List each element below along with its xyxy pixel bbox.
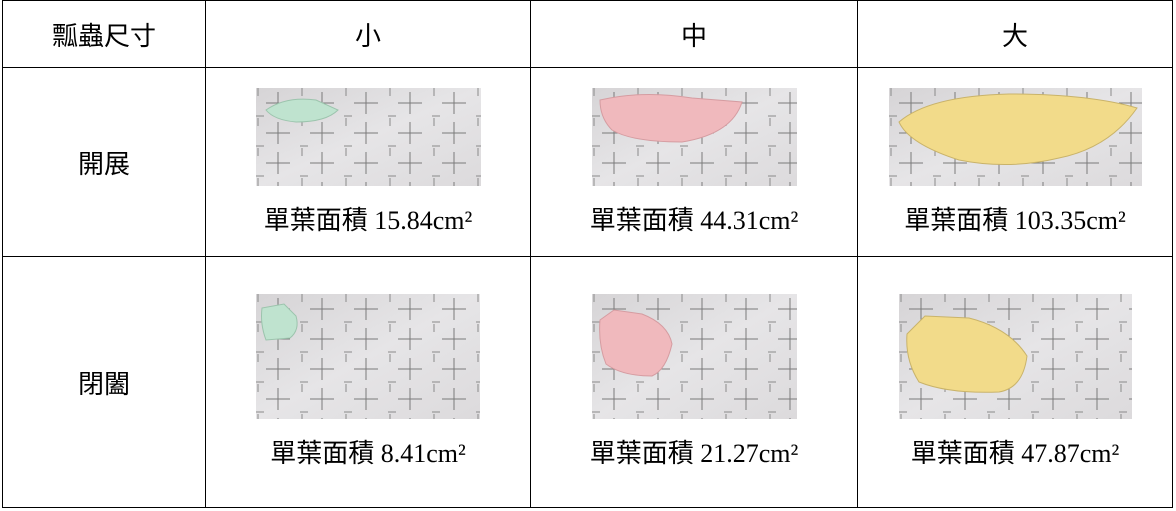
- leaf-photo: [898, 294, 1132, 419]
- caption: 單葉面積 15.84cm²: [263, 205, 473, 235]
- leaf-photo: [591, 87, 797, 186]
- leaf-photo: [591, 294, 797, 419]
- leaf-photo: [255, 87, 481, 186]
- header-cell: 大: [857, 0, 1173, 68]
- cell: 單葉面積 8.41cm²: [205, 256, 531, 508]
- leaf-photo: [888, 87, 1142, 186]
- leaf-photo: [256, 294, 480, 419]
- caption: 單葉面積 103.35cm²: [904, 205, 1126, 235]
- row: 開展 單葉面積 15.84cm² 單葉面積 44.31cm² 單葉面積 103.…: [2, 67, 1173, 257]
- cell: 單葉面積 44.31cm²: [530, 67, 858, 257]
- cell: 單葉面積 103.35cm²: [857, 67, 1173, 257]
- cell: 單葉面積 15.84cm²: [205, 67, 531, 257]
- row-label: 開展: [2, 67, 206, 257]
- row: 閉闔 單葉面積 8.41cm² 單葉面積 21.27cm² 單葉面積 47.87…: [2, 256, 1173, 508]
- caption: 單葉面積 21.27cm²: [589, 439, 799, 468]
- cell: 單葉面積 21.27cm²: [530, 256, 858, 508]
- caption: 單葉面積 44.31cm²: [589, 205, 799, 235]
- cell: 單葉面積 47.87cm²: [857, 256, 1173, 508]
- header-cell: 小: [205, 0, 531, 68]
- header-cell: 中: [530, 0, 858, 68]
- header-cell: 瓢蟲尺寸: [2, 0, 206, 68]
- caption: 單葉面積 47.87cm²: [910, 439, 1120, 468]
- row-label: 閉闔: [2, 256, 206, 508]
- caption: 單葉面積 8.41cm²: [270, 439, 466, 468]
- header-row: 瓢蟲尺寸 小 中 大: [2, 0, 1173, 68]
